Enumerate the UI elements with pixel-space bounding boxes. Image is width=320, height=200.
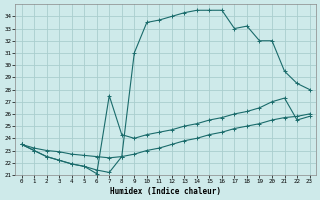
X-axis label: Humidex (Indice chaleur): Humidex (Indice chaleur): [110, 187, 221, 196]
